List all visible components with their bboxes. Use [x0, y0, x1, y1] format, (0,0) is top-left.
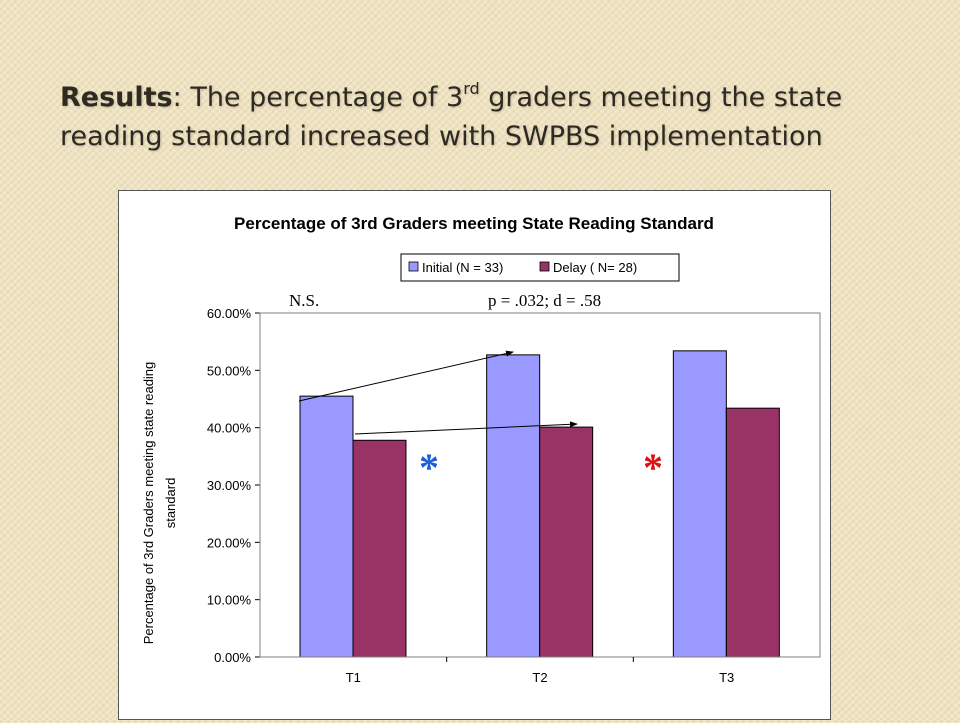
bar-initial-t1 — [299, 395, 354, 658]
significance-star-delay: * — [643, 445, 663, 490]
y-tick-label: 0.00% — [214, 650, 251, 665]
bar-delay-t3 — [725, 407, 780, 658]
y-tick-label: 20.00% — [207, 535, 252, 550]
chart-title: Percentage of 3rd Graders meeting State … — [234, 214, 714, 233]
bar-delay-t1 — [352, 439, 407, 658]
legend-swatch-initial — [408, 261, 419, 272]
legend-label-initial: Initial (N = 33) — [422, 260, 503, 275]
legend-swatch-delay — [539, 261, 550, 272]
legend: Initial (N = 33) Delay ( N= 28) — [400, 253, 680, 282]
y-tick-label: 10.00% — [207, 593, 252, 608]
bar-initial-t2 — [486, 354, 541, 658]
plot-area-frame — [259, 312, 821, 658]
trend-arrow-initial — [298, 350, 514, 402]
bars — [299, 350, 780, 658]
slide-title-part2: graders meeting the state reading standa… — [60, 82, 843, 152]
bar-initial-t3 — [672, 350, 727, 658]
y-axis-title-line2: standard — [163, 478, 178, 529]
y-axis-ticks: 0.00% 10.00% 20.00% 30.00% 40.00% 50.00% 60.00… — [207, 306, 260, 665]
y-tick-label: 60.00% — [207, 306, 252, 321]
bar-delay-t2 — [539, 426, 594, 658]
legend-frame — [400, 253, 680, 282]
slide-title-part1: : The percentage of 3 — [172, 82, 464, 113]
y-tick-label: 50.00% — [207, 363, 252, 378]
annotation-ns: N.S. — [289, 291, 319, 310]
annotation-p-value: p = .032; d = .58 — [488, 291, 601, 310]
y-tick-label: 30.00% — [207, 478, 252, 493]
significance-star-initial: * — [419, 445, 439, 490]
x-tick-label: T3 — [719, 670, 734, 685]
bar-chart: Percentage of 3rd Graders meeting State … — [141, 214, 821, 685]
y-tick-label: 40.00% — [207, 421, 252, 436]
legend-label-delay: Delay ( N= 28) — [553, 260, 637, 275]
slide-title-bold: Results — [60, 82, 173, 113]
x-axis-ticks: T1 T2 T3 — [346, 657, 734, 685]
x-tick-label: T2 — [532, 670, 547, 685]
x-tick-label: T1 — [346, 670, 361, 685]
y-axis-title: Percentage of 3rd Graders meeting state … — [141, 362, 156, 645]
slide-title-superscript: rd — [463, 79, 480, 98]
trend-arrow-delay — [354, 421, 578, 435]
chart-container: Percentage of 3rd Graders meeting State … — [118, 190, 831, 720]
slide-title: Results: The percentage of 3rd graders m… — [60, 78, 920, 156]
